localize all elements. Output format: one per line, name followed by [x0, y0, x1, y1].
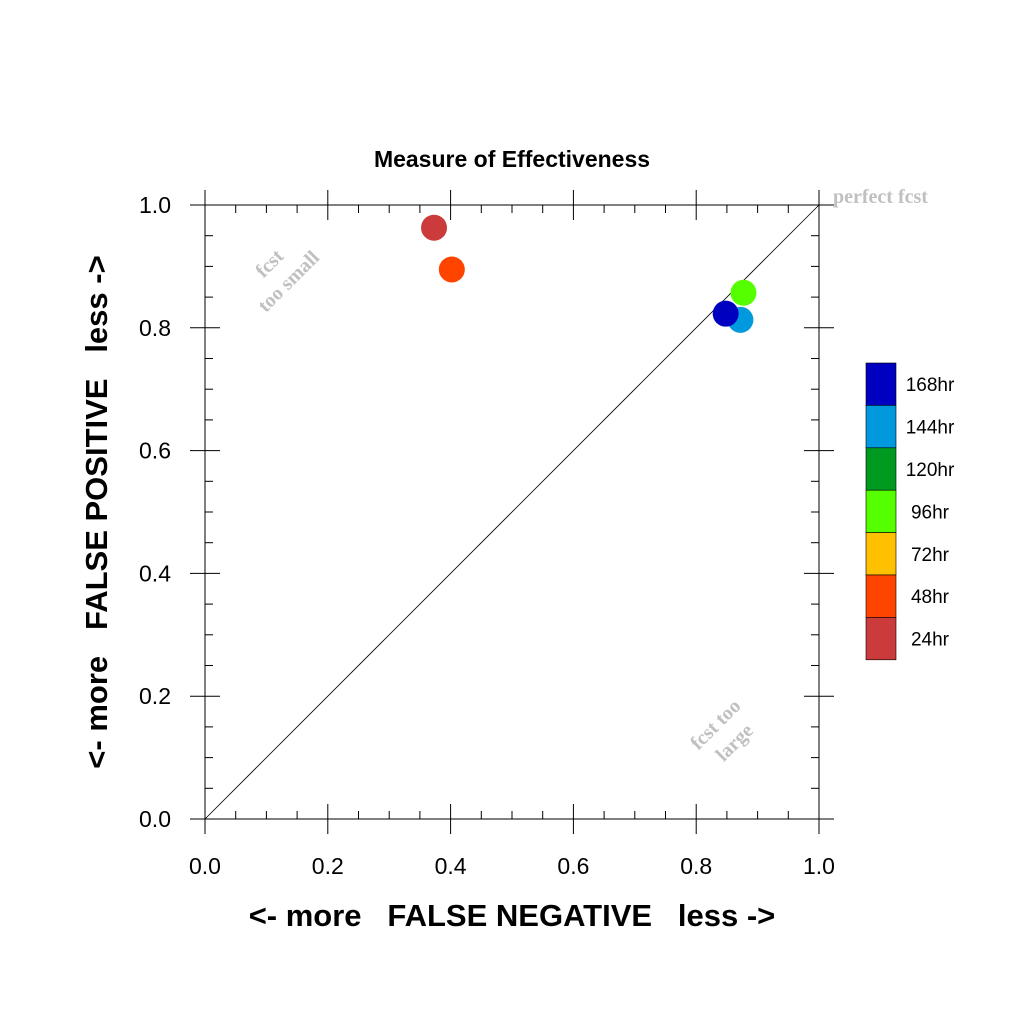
x-tick-label: 1.0 — [803, 853, 835, 879]
legend-swatch-24hr — [865, 617, 897, 661]
tick-labels: 0.0 0.2 0.4 0.6 0.8 1.0 0.0 0.2 0.4 0.6 0.8 1.0 — [139, 192, 835, 879]
x-tick-label: 0.6 — [557, 853, 589, 879]
legend-swatch-144hr — [865, 405, 897, 449]
y-tick-label: 1.0 — [139, 192, 171, 218]
point-48hr — [438, 256, 465, 283]
annotation-perfect-fcst: perfect fcst — [833, 186, 928, 208]
legend-label-168hr: 168hr — [906, 375, 955, 396]
y-tick-label: 0.4 — [139, 560, 171, 586]
x-tick-label: 0.0 — [189, 853, 221, 879]
legend-label-144hr: 144hr — [906, 418, 955, 439]
point-24hr — [421, 214, 448, 241]
x-tick-label: 0.2 — [312, 853, 344, 879]
point-168hr — [712, 300, 739, 327]
y-tick-label: 0.0 — [139, 806, 171, 832]
legend-swatch-48hr — [865, 574, 897, 618]
chart-title: Measure of Effectiveness — [374, 146, 650, 172]
legend-label-96hr: 96hr — [911, 502, 950, 523]
legend-swatch-96hr — [865, 489, 897, 533]
legend-swatch-120hr — [865, 447, 897, 491]
y-axis-title: <- more FALSE POSITIVE less -> — [79, 255, 114, 768]
point-96hr — [730, 279, 757, 306]
y-tick-label: 0.2 — [139, 683, 171, 709]
legend-label-72hr: 72hr — [911, 545, 950, 566]
x-tick-label: 0.4 — [435, 853, 467, 879]
legend-label-48hr: 48hr — [911, 587, 950, 608]
legend-label-120hr: 120hr — [906, 460, 955, 481]
y-tick-label: 0.8 — [139, 315, 171, 341]
x-axis-title: <- more FALSE NEGATIVE less -> — [249, 898, 776, 933]
legend: 168hr 144hr 120hr 96hr 72hr 48hr 24hr — [865, 362, 955, 661]
data-points — [421, 214, 757, 333]
y-tick-label: 0.6 — [139, 438, 171, 464]
legend-label-24hr: 24hr — [911, 630, 950, 651]
plot-frame — [204, 204, 820, 820]
legend-swatch-72hr — [865, 532, 897, 576]
legend-swatch-168hr — [865, 362, 897, 406]
x-tick-label: 0.8 — [680, 853, 712, 879]
